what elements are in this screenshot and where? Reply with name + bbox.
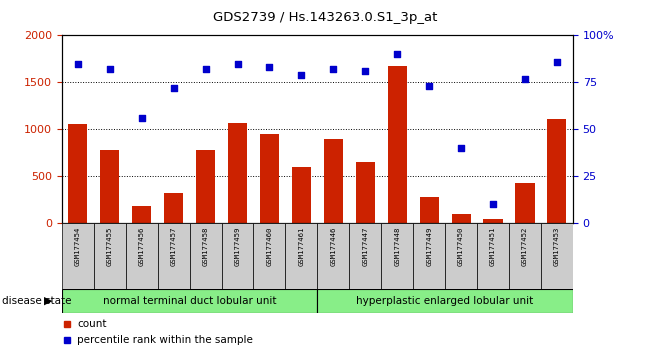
Bar: [381, 223, 413, 289]
Text: GDS2739 / Hs.143263.0.S1_3p_at: GDS2739 / Hs.143263.0.S1_3p_at: [214, 11, 437, 24]
Text: count: count: [77, 319, 107, 329]
Text: GSM177457: GSM177457: [171, 226, 176, 266]
Bar: [541, 223, 573, 289]
Point: [232, 61, 243, 67]
Bar: [317, 289, 573, 313]
Text: GSM177454: GSM177454: [75, 226, 81, 266]
Bar: [100, 150, 119, 223]
Bar: [62, 223, 94, 289]
Bar: [452, 214, 471, 223]
Bar: [164, 193, 183, 223]
Text: GSM177447: GSM177447: [362, 226, 368, 266]
Bar: [189, 223, 221, 289]
Bar: [387, 66, 407, 223]
Bar: [547, 119, 566, 223]
Text: GSM177453: GSM177453: [554, 226, 560, 266]
Bar: [221, 223, 253, 289]
Text: percentile rank within the sample: percentile rank within the sample: [77, 335, 253, 345]
Text: GSM177456: GSM177456: [139, 226, 145, 266]
Text: GSM177450: GSM177450: [458, 226, 464, 266]
Point: [392, 51, 402, 57]
Text: hyperplastic enlarged lobular unit: hyperplastic enlarged lobular unit: [357, 296, 534, 306]
Point: [137, 115, 147, 121]
Point: [424, 83, 434, 89]
Bar: [68, 124, 87, 223]
Text: GSM177448: GSM177448: [395, 226, 400, 266]
Text: GSM177455: GSM177455: [107, 226, 113, 266]
Bar: [285, 223, 317, 289]
Bar: [477, 223, 509, 289]
Point: [105, 66, 115, 72]
Bar: [62, 289, 317, 313]
Bar: [355, 162, 375, 223]
Text: GSM177459: GSM177459: [234, 226, 240, 266]
Point: [201, 66, 211, 72]
Point: [456, 145, 466, 151]
Point: [488, 201, 498, 207]
Bar: [132, 206, 151, 223]
Bar: [317, 223, 350, 289]
Bar: [419, 197, 439, 223]
Bar: [228, 123, 247, 223]
Bar: [445, 223, 477, 289]
Point: [360, 68, 370, 74]
Text: GSM177449: GSM177449: [426, 226, 432, 266]
Bar: [516, 183, 534, 223]
Text: ▶: ▶: [44, 296, 52, 306]
Text: GSM177460: GSM177460: [266, 226, 273, 266]
Point: [551, 59, 562, 64]
Text: GSM177446: GSM177446: [330, 226, 337, 266]
Bar: [253, 223, 285, 289]
Text: GSM177452: GSM177452: [522, 226, 528, 266]
Text: normal terminal duct lobular unit: normal terminal duct lobular unit: [103, 296, 277, 306]
Bar: [260, 134, 279, 223]
Bar: [292, 167, 311, 223]
Bar: [324, 139, 343, 223]
Text: disease state: disease state: [2, 296, 72, 306]
Bar: [94, 223, 126, 289]
Point: [73, 61, 83, 67]
Bar: [413, 223, 445, 289]
Point: [169, 85, 179, 91]
Point: [296, 72, 307, 78]
Point: [328, 66, 339, 72]
Point: [519, 76, 530, 81]
Bar: [350, 223, 381, 289]
Text: GSM177458: GSM177458: [202, 226, 208, 266]
Bar: [158, 223, 189, 289]
Text: GSM177461: GSM177461: [298, 226, 305, 266]
Point: [264, 64, 275, 70]
Bar: [484, 219, 503, 223]
Bar: [196, 150, 215, 223]
Bar: [126, 223, 158, 289]
Bar: [509, 223, 541, 289]
Text: GSM177451: GSM177451: [490, 226, 496, 266]
